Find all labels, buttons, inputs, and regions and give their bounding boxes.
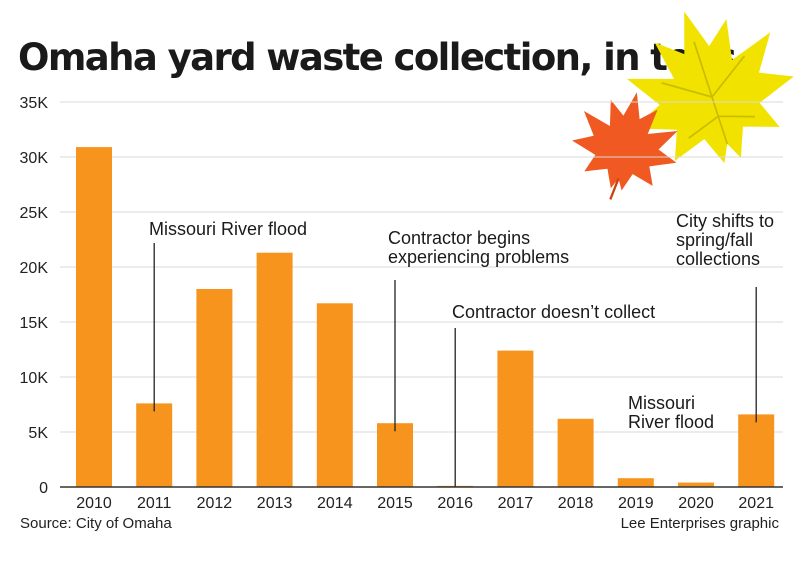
x-tick-label: 2016 bbox=[437, 495, 473, 512]
y-tick-label: 35K bbox=[20, 95, 49, 112]
x-tick-label: 2019 bbox=[618, 495, 654, 512]
bar-2019 bbox=[617, 478, 654, 487]
y-axis-labels: 0 5K 10K 15K 20K 25K 30K 35K bbox=[20, 95, 49, 497]
annotation-text: Contractor begins bbox=[388, 228, 530, 248]
bar-2020 bbox=[678, 482, 714, 487]
bar-2010 bbox=[76, 147, 112, 487]
annotation-text: City shifts to bbox=[676, 211, 774, 231]
bar-2012 bbox=[196, 289, 233, 487]
yellow-leaf-icon bbox=[626, 11, 794, 164]
y-tick-label: 30K bbox=[20, 150, 49, 167]
orange-leaf-icon bbox=[572, 92, 678, 200]
x-tick-label: 2015 bbox=[377, 495, 413, 512]
x-tick-label: 2014 bbox=[317, 495, 353, 512]
source-note: Source: City of Omaha bbox=[20, 515, 172, 532]
bar-2013 bbox=[256, 252, 293, 487]
x-tick-label: 2018 bbox=[558, 495, 594, 512]
y-tick-label: 10K bbox=[20, 370, 49, 387]
annotations: Missouri River flood Contractor beginsexp… bbox=[149, 211, 774, 487]
bar-2015 bbox=[377, 423, 413, 487]
x-tick-label: 2021 bbox=[738, 495, 774, 512]
x-tick-label: 2013 bbox=[257, 495, 293, 512]
bar-2011 bbox=[136, 403, 173, 487]
x-tick-label: 2010 bbox=[76, 495, 112, 512]
y-tick-label: 5K bbox=[28, 425, 48, 442]
bar-2021 bbox=[738, 414, 775, 487]
x-tick-label: 2017 bbox=[498, 495, 534, 512]
annotation-text: experiencing problems bbox=[388, 247, 569, 267]
annotation-text: Contractor doesn’t collect bbox=[452, 302, 655, 322]
annotation-text: Missouri River flood bbox=[149, 219, 307, 239]
annotation-text: River flood bbox=[628, 412, 714, 432]
y-tick-label: 25K bbox=[20, 205, 49, 222]
y-tick-label: 0 bbox=[39, 480, 48, 497]
y-tick-label: 15K bbox=[20, 315, 49, 332]
bars bbox=[76, 147, 775, 487]
bar-2017 bbox=[497, 350, 534, 487]
x-axis-labels: 2010 2011 2012 2013 2014 2015 2016 2017 2018 2019… bbox=[76, 495, 774, 512]
x-tick-label: 2011 bbox=[137, 495, 172, 512]
annotation-text: collections bbox=[676, 249, 760, 269]
leaf-decoration bbox=[572, 11, 794, 200]
credit-note: Lee Enterprises graphic bbox=[620, 515, 779, 532]
bar-2018 bbox=[557, 418, 594, 487]
annotation-text: spring/fall bbox=[676, 230, 753, 250]
x-tick-label: 2012 bbox=[197, 495, 233, 512]
bar-2014 bbox=[316, 303, 353, 487]
y-tick-label: 20K bbox=[20, 260, 49, 277]
gridlines bbox=[60, 101, 783, 433]
annotation-text: Missouri bbox=[628, 393, 695, 413]
chart-title: Omaha yard waste collection, in tons bbox=[18, 36, 737, 79]
x-tick-label: 2020 bbox=[678, 495, 714, 512]
